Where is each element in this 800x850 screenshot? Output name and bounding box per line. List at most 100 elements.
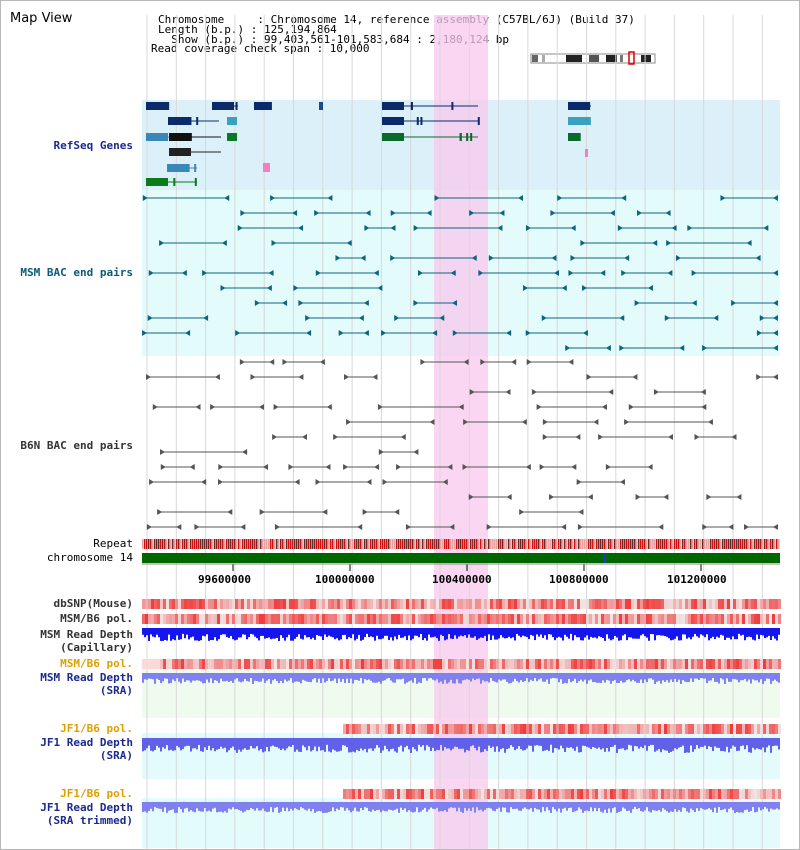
msm-depth-sra-label[interactable]: MSM Read Depth xyxy=(40,671,133,684)
jf1-pol-cell xyxy=(502,724,505,734)
msm-sra-depth xyxy=(398,673,400,680)
msm-bac-label[interactable]: MSM BAC end pairs xyxy=(20,266,133,279)
jf1-trim-depth xyxy=(660,802,662,812)
repeat-mark xyxy=(524,539,526,549)
msm-sra-depth xyxy=(286,673,288,682)
jf1-b6-pol-label-2[interactable]: JF1/B6 pol. xyxy=(60,787,133,800)
msm-cap-depth xyxy=(410,628,412,641)
jf1-pol2-cell xyxy=(658,789,661,799)
msm-depth-capillary-label[interactable]: MSM Read Depth xyxy=(40,628,133,641)
repeat-mark xyxy=(762,539,764,549)
msm-sra-depth xyxy=(240,673,242,683)
jf1-trim-depth xyxy=(662,802,664,809)
jf1-trim-depth xyxy=(562,802,564,809)
msm-pol2-cell xyxy=(367,659,370,669)
dbsnp-cell xyxy=(427,599,430,609)
jf1-depth-sra-label[interactable]: JF1 Read Depth xyxy=(40,736,133,749)
msm-cap-depth xyxy=(282,628,284,638)
msm-pol2-cell xyxy=(694,659,697,669)
dbsnp-cell xyxy=(298,599,301,609)
dbsnp-cell xyxy=(670,599,673,609)
jf1-pol-cell xyxy=(691,724,694,734)
msm-pol-cell xyxy=(472,614,475,624)
jf1-pol2-cell xyxy=(757,789,760,799)
jf1-depth-trimmed-label[interactable]: JF1 Read Depth xyxy=(40,801,133,814)
msm-sra-depth xyxy=(716,673,718,682)
dbsnp-cell xyxy=(310,599,313,609)
jf1-pol-cell xyxy=(397,724,400,734)
refseq-genes-label[interactable]: RefSeq Genes xyxy=(53,139,133,152)
msm-pol2-cell xyxy=(628,659,631,669)
msm-bac-pair-end xyxy=(293,285,299,291)
msm-pol2-cell xyxy=(703,659,706,669)
jf1-pol2-cell xyxy=(499,789,502,799)
jf1-pol-cell xyxy=(619,724,622,734)
repeat-label[interactable]: Repeat xyxy=(93,537,133,550)
jf1-pol2-cell xyxy=(712,789,715,799)
b6n-bac-pair-end xyxy=(505,389,511,395)
b6n-bac-label[interactable]: B6N BAC end pairs xyxy=(20,439,133,452)
msm-pol-cell xyxy=(370,614,373,624)
repeat-mark xyxy=(516,539,518,549)
msm-cap-depth xyxy=(372,628,374,638)
msm-pol2-cell xyxy=(382,659,385,669)
jf1-sra-depth xyxy=(234,738,236,751)
chromosome-label[interactable]: chromosome 14 xyxy=(46,551,133,564)
repeat-mark xyxy=(500,539,502,549)
dbsnp-cell xyxy=(691,599,694,609)
jf1-pol2-cell xyxy=(379,789,382,799)
jf1-pol-cell xyxy=(739,724,742,734)
repeat-mark xyxy=(208,539,210,549)
repeat-mark xyxy=(616,539,618,549)
jf1-trim-depth xyxy=(664,802,666,810)
msm-pol-cell xyxy=(163,614,166,624)
jf1-pol2-cell xyxy=(442,789,445,799)
msm-b6-pol-label-1[interactable]: MSM/B6 pol. xyxy=(60,612,133,625)
msm-cap-depth xyxy=(376,628,378,636)
msm-pol2-cell xyxy=(253,659,256,669)
msm-cap-depth xyxy=(676,628,678,637)
dbsnp-cell xyxy=(679,599,682,609)
jf1-trim-depth xyxy=(600,802,602,812)
jf1-trim-depth xyxy=(448,802,450,809)
dbsnp-cell xyxy=(526,599,529,609)
jf1-trim-depth xyxy=(592,802,594,812)
msm-bac-pair-end xyxy=(506,330,512,336)
jf1-trim-depth xyxy=(386,802,388,812)
jf1-trim-depth xyxy=(608,802,610,809)
jf1-sra-depth xyxy=(214,738,216,752)
repeat-mark xyxy=(484,539,486,549)
jf1-pol2-cell xyxy=(472,789,475,799)
repeat-mark xyxy=(726,539,728,549)
msm-pol-cell xyxy=(550,614,553,624)
msm-sra-depth xyxy=(348,673,350,684)
jf1-b6-pol-label-1[interactable]: JF1/B6 pol. xyxy=(60,722,133,735)
msm-cap-depth xyxy=(734,628,736,640)
msm-b6-pol-label-2[interactable]: MSM/B6 pol. xyxy=(60,657,133,670)
jf1-trim-depth xyxy=(770,802,772,809)
jf1-trim-depth xyxy=(716,802,718,813)
gene-exon xyxy=(459,133,462,141)
dbsnp-cell xyxy=(502,599,505,609)
gene-exon xyxy=(568,133,579,141)
jf1-sra-depth xyxy=(550,738,552,745)
msm-cap-depth xyxy=(716,628,718,637)
jf1-sra-depth xyxy=(172,738,174,751)
dbsnp-label[interactable]: dbSNP(Mouse) xyxy=(53,597,133,610)
msm-pol2-cell xyxy=(736,659,739,669)
msm-pol2-cell xyxy=(595,659,598,669)
jf1-sra-depth xyxy=(340,738,342,751)
length-info: Length (b.p.) : 125,194,864 xyxy=(158,23,337,36)
jf1-pol2-cell xyxy=(514,789,517,799)
msm-pol-cell xyxy=(625,614,628,624)
jf1-sra-depth xyxy=(168,738,170,751)
jf1-sra-depth xyxy=(276,738,278,748)
repeat-mark xyxy=(352,539,354,549)
msm-sra-depth xyxy=(402,673,404,679)
jf1-pol2-cell xyxy=(547,789,550,799)
msm-cap-depth xyxy=(750,628,752,638)
gene-exon xyxy=(227,133,230,141)
jf1-trim-depth xyxy=(290,802,292,809)
msm-cap-depth xyxy=(246,628,248,640)
